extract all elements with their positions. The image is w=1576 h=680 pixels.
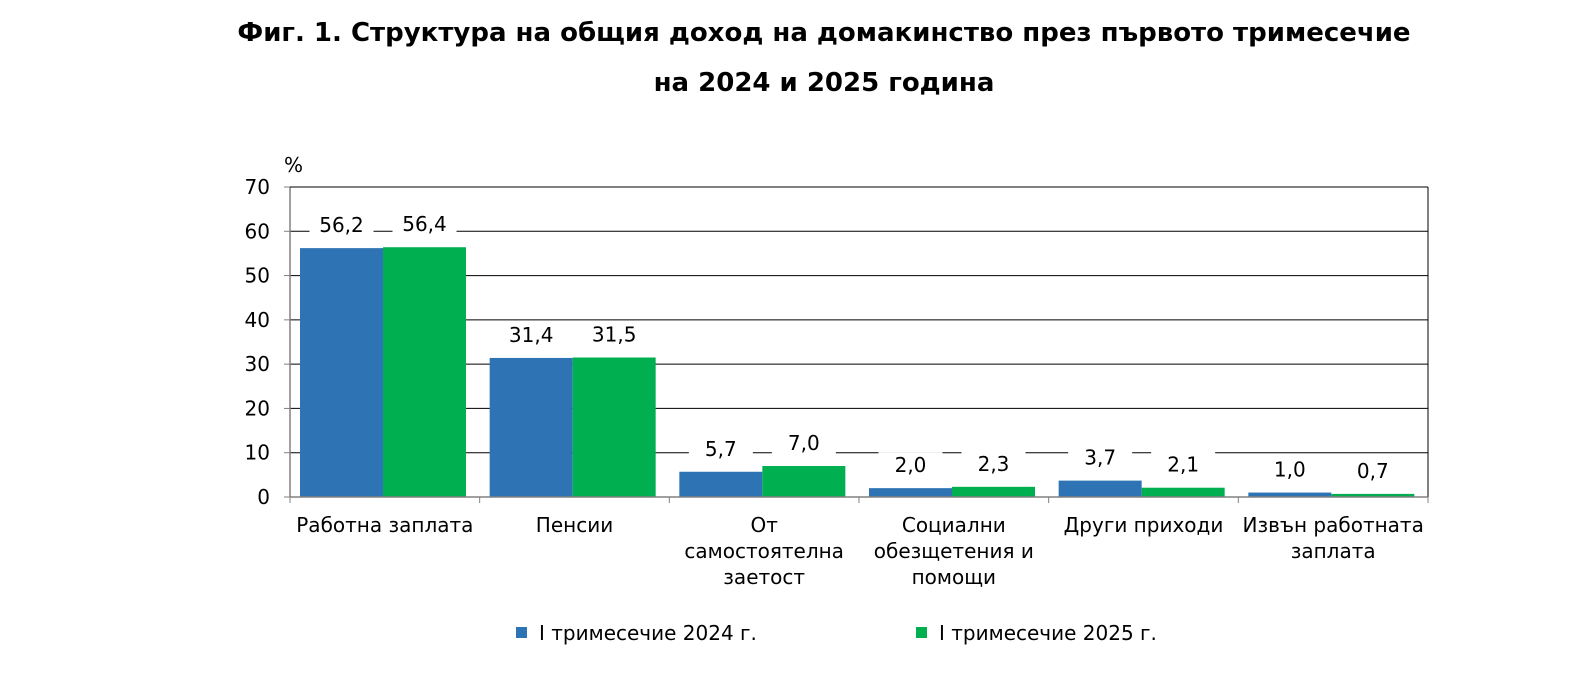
x-category-label: самостоятелна bbox=[684, 539, 844, 563]
chart-title: Фиг. 1. Структура на общия доход на дома… bbox=[237, 18, 1411, 48]
legend-label: I тримесечие 2024 г. bbox=[539, 621, 757, 645]
bar-2025 bbox=[383, 247, 466, 497]
data-label: 2,0 bbox=[895, 453, 927, 477]
y-tick-label: 60 bbox=[245, 219, 270, 243]
x-category-label: помощи bbox=[912, 565, 996, 589]
x-category-label: обезщетения и bbox=[874, 539, 1034, 563]
legend-label: I тримесечие 2025 г. bbox=[939, 621, 1157, 645]
data-label: 2,3 bbox=[978, 452, 1010, 476]
data-label: 31,5 bbox=[592, 323, 637, 347]
bar-2025 bbox=[572, 357, 656, 497]
data-label-bg bbox=[1151, 451, 1216, 480]
bar-2025 bbox=[952, 486, 1035, 497]
data-label-bg bbox=[499, 321, 564, 350]
axis-layer: 0 10 20 30 40 50 60 70% Работна заплата Пенсии Отс… bbox=[245, 153, 1429, 589]
y-tick-label: 40 bbox=[245, 308, 270, 332]
bar-2024 bbox=[300, 248, 383, 497]
data-label: 7,0 bbox=[788, 431, 820, 455]
bar-2024 bbox=[869, 488, 952, 497]
legend: I тримесечие 2024 г. I тримесечие 2025 г. bbox=[516, 621, 1157, 645]
x-category-label: Работна заплата bbox=[296, 513, 473, 537]
bar-2024 bbox=[1058, 480, 1142, 497]
y-tick-label: 10 bbox=[245, 441, 270, 465]
data-label-bg bbox=[961, 450, 1026, 479]
bar-2024 bbox=[489, 357, 573, 497]
x-category-label: Социални bbox=[902, 513, 1006, 537]
data-label-bg bbox=[392, 211, 457, 240]
data-label-bg bbox=[688, 435, 753, 464]
bar-2024 bbox=[1248, 492, 1332, 497]
legend-swatch bbox=[916, 627, 927, 638]
data-label-bg bbox=[309, 212, 374, 241]
data-label: 56,2 bbox=[319, 213, 364, 237]
data-label: 0,7 bbox=[1357, 459, 1389, 483]
y-axis-unit: % bbox=[284, 153, 303, 177]
y-tick-label: 20 bbox=[245, 396, 270, 420]
data-label-bg bbox=[771, 430, 836, 458]
data-label-bg bbox=[1257, 456, 1322, 485]
data-label: 3,7 bbox=[1084, 446, 1116, 470]
bar-2025 bbox=[1331, 493, 1415, 497]
x-category-label: От bbox=[750, 513, 778, 537]
y-tick-label: 30 bbox=[245, 352, 270, 376]
legend-swatch bbox=[516, 627, 527, 638]
data-label-bg bbox=[1068, 444, 1133, 473]
bar-2025 bbox=[762, 466, 846, 497]
x-category-label: Пенсии bbox=[536, 513, 613, 537]
x-category-label: заплата bbox=[1291, 539, 1376, 563]
data-label: 31,4 bbox=[509, 323, 554, 347]
data-label: 1,0 bbox=[1274, 458, 1306, 482]
data-label-bg bbox=[878, 452, 943, 481]
y-tick-label: 0 bbox=[257, 485, 270, 509]
data-label-bg bbox=[582, 321, 647, 350]
bar-2025 bbox=[1141, 487, 1225, 497]
data-label: 56,4 bbox=[402, 212, 447, 236]
y-tick-label: 50 bbox=[245, 264, 270, 288]
data-label-layer: 56,2 56,4 31,4 31,5 5,7 7,0 2,0 2,3 3,7 2,1 1,0 0,7 bbox=[309, 211, 1405, 486]
data-label: 2,1 bbox=[1167, 453, 1199, 477]
chart-title-line2: на 2024 и 2025 година bbox=[653, 68, 995, 98]
data-label: 5,7 bbox=[705, 437, 737, 461]
bar-layer bbox=[300, 247, 1415, 497]
x-category-label: заетост bbox=[723, 565, 805, 589]
bar-2024 bbox=[679, 471, 763, 497]
y-tick-label: 70 bbox=[245, 175, 270, 199]
x-category-label: Други приходи bbox=[1064, 513, 1224, 537]
x-category-label: Извън работната bbox=[1242, 513, 1423, 537]
data-label-bg bbox=[1340, 457, 1405, 486]
